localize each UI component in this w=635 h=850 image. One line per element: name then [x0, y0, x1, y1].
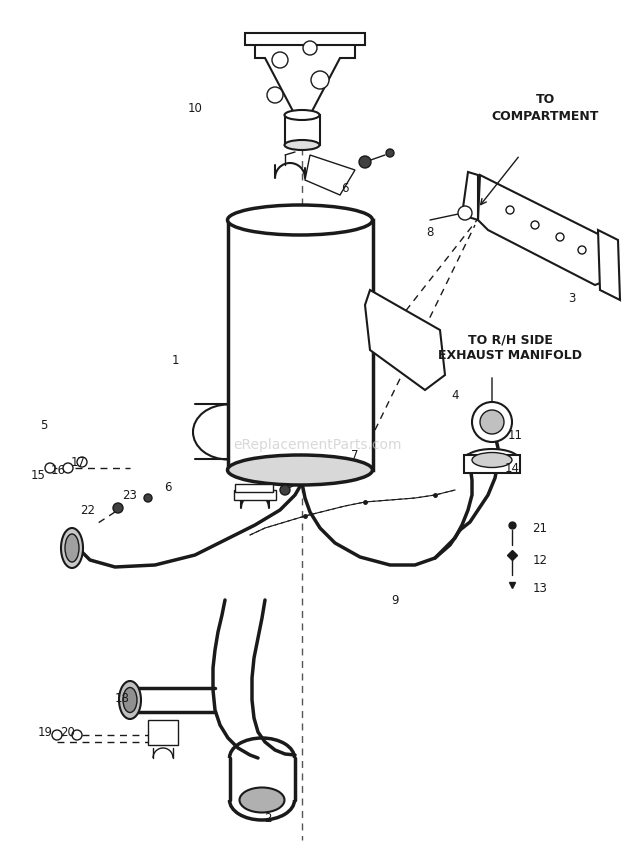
- Circle shape: [63, 463, 73, 473]
- Text: eReplacementParts.com: eReplacementParts.com: [234, 438, 402, 452]
- Text: 18: 18: [114, 692, 130, 705]
- Ellipse shape: [65, 534, 79, 562]
- Text: 3: 3: [568, 292, 576, 304]
- Circle shape: [272, 52, 288, 68]
- Circle shape: [113, 503, 123, 513]
- Circle shape: [72, 730, 82, 740]
- Text: 21: 21: [533, 522, 547, 535]
- Ellipse shape: [227, 205, 373, 235]
- Circle shape: [556, 233, 564, 241]
- Bar: [234, 490, 276, 500]
- Circle shape: [531, 221, 539, 229]
- Circle shape: [267, 87, 283, 103]
- Polygon shape: [598, 230, 620, 300]
- Circle shape: [280, 485, 290, 495]
- Bar: [285, 115, 320, 145]
- Text: 14: 14: [504, 462, 519, 474]
- Circle shape: [45, 463, 55, 473]
- Text: 4: 4: [451, 388, 458, 401]
- Text: TO
COMPARTMENT: TO COMPARTMENT: [491, 93, 599, 123]
- Text: 1: 1: [171, 354, 178, 366]
- Text: 6: 6: [341, 182, 349, 195]
- Text: 16: 16: [51, 463, 65, 477]
- Circle shape: [386, 149, 394, 157]
- Text: 17: 17: [70, 456, 86, 468]
- Text: 15: 15: [30, 468, 46, 481]
- Text: 23: 23: [123, 489, 137, 501]
- Text: 12: 12: [533, 553, 547, 566]
- Ellipse shape: [472, 452, 512, 468]
- Circle shape: [144, 494, 152, 502]
- Polygon shape: [255, 38, 355, 115]
- Polygon shape: [305, 155, 355, 195]
- Text: 8: 8: [426, 225, 434, 239]
- Bar: [245, 33, 365, 45]
- Bar: [148, 720, 178, 745]
- Circle shape: [506, 206, 514, 214]
- Polygon shape: [478, 175, 608, 285]
- Circle shape: [52, 730, 62, 740]
- Bar: [464, 455, 520, 473]
- Circle shape: [77, 457, 87, 467]
- Text: 13: 13: [533, 581, 547, 594]
- Ellipse shape: [284, 110, 319, 120]
- Text: 20: 20: [60, 726, 76, 739]
- Ellipse shape: [123, 688, 137, 712]
- Circle shape: [578, 246, 586, 254]
- Text: 6: 6: [164, 480, 171, 494]
- Ellipse shape: [239, 787, 284, 813]
- Text: 19: 19: [37, 726, 53, 739]
- Circle shape: [311, 71, 329, 89]
- Ellipse shape: [464, 449, 519, 471]
- Circle shape: [472, 402, 512, 442]
- Ellipse shape: [119, 681, 141, 719]
- Polygon shape: [462, 172, 478, 220]
- Bar: [235, 484, 273, 492]
- Text: 2: 2: [264, 812, 272, 824]
- Polygon shape: [365, 290, 445, 390]
- Text: 10: 10: [187, 101, 203, 115]
- Text: 5: 5: [40, 418, 48, 432]
- Circle shape: [303, 41, 317, 55]
- Circle shape: [480, 410, 504, 434]
- Text: 9: 9: [391, 593, 399, 607]
- Text: 22: 22: [81, 503, 95, 517]
- Text: 11: 11: [507, 428, 523, 441]
- Bar: [228, 220, 373, 470]
- Circle shape: [458, 206, 472, 220]
- Ellipse shape: [227, 455, 373, 485]
- Circle shape: [359, 156, 371, 168]
- Text: TO R/H SIDE
EXHAUST MANIFOLD: TO R/H SIDE EXHAUST MANIFOLD: [438, 333, 582, 362]
- Ellipse shape: [284, 140, 319, 150]
- Text: 7: 7: [351, 449, 359, 462]
- Ellipse shape: [61, 528, 83, 568]
